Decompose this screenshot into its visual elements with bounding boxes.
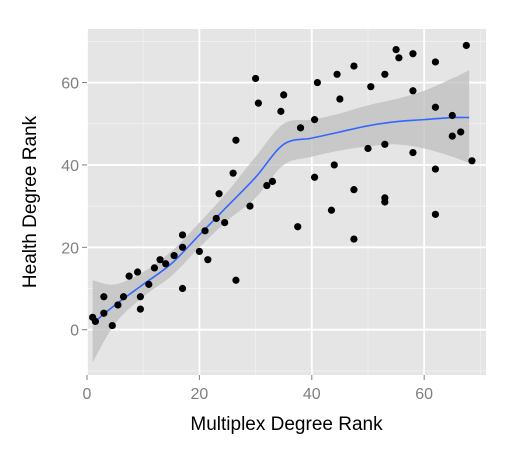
data-point [133,268,142,276]
data-point [215,190,223,198]
data-point [100,293,108,301]
data-point [381,70,389,78]
data-point [232,276,240,284]
data-point [330,161,338,169]
data-point [232,136,240,144]
data-point [201,227,209,235]
data-point [263,181,271,190]
data-point [367,83,375,91]
data-points [89,41,476,330]
data-point [178,284,187,293]
data-point [254,99,263,107]
data-point [162,260,170,268]
data-point [381,140,389,148]
data-point [409,50,417,58]
data-point [229,169,237,177]
data-point [221,218,229,227]
data-point [156,256,164,264]
data-point [119,293,128,301]
data-point [395,54,403,62]
y-tick-label: 0 [70,323,79,340]
data-point [431,58,440,66]
x-axis-ticks: 0 20 40 60 [83,375,433,403]
data-point [294,223,302,231]
data-point [150,264,159,272]
data-point [204,256,212,264]
data-point [268,177,277,186]
data-point [350,186,358,194]
data-point [431,210,440,218]
data-point [277,107,285,115]
y-tick-label: 60 [61,76,79,93]
data-point [350,235,358,243]
data-point [310,173,319,181]
x-tick-label: 40 [303,386,321,403]
data-point [170,251,178,260]
data-point [114,301,122,309]
data-point [333,70,341,78]
plot-panel [87,29,486,375]
data-point [178,231,187,239]
data-point [431,165,440,173]
data-point [178,243,187,251]
data-point [212,214,220,223]
y-axis-ticks: 0 20 40 60 [61,76,87,340]
confidence-ribbon [92,70,470,363]
data-point [468,157,476,165]
data-point [100,309,108,317]
y-axis-title: Health Degree Rank [20,115,41,288]
data-point [136,293,144,301]
data-point [409,87,417,95]
data-point [392,45,400,54]
data-point [136,305,144,313]
data-point [350,62,358,70]
x-tick-label: 20 [190,386,208,403]
data-point [336,95,344,103]
data-point [91,317,100,326]
x-axis-title: Multiplex Degree Rank [190,414,383,435]
data-point [381,198,389,206]
data-point [409,148,417,157]
x-tick-label: 60 [415,386,433,403]
data-point [125,272,133,280]
y-tick-label: 20 [61,240,79,257]
smooth-trend-line [92,116,470,325]
x-tick-label: 0 [83,386,92,403]
data-point [431,103,440,111]
y-tick-label: 40 [61,158,79,175]
data-point [327,206,336,214]
data-point [448,111,456,120]
data-point [310,116,319,124]
data-point [251,74,260,83]
data-point [195,247,203,256]
major-gridlines [86,29,486,375]
data-point [108,321,116,330]
data-point [246,202,254,210]
data-point [364,144,372,153]
data-point [280,91,288,99]
data-point [457,128,465,136]
data-point [462,41,470,50]
data-point [448,132,456,140]
data-point [296,124,305,132]
data-point [145,280,153,288]
data-point [313,78,322,87]
